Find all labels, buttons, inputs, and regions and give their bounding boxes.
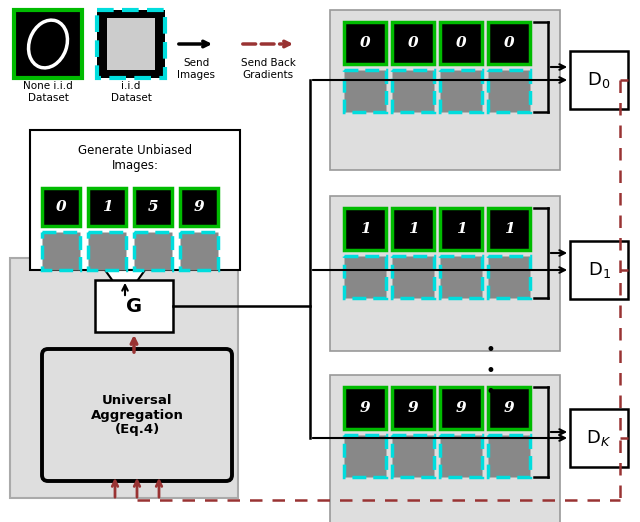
Bar [330, 196, 560, 351]
Bar [95, 280, 173, 332]
Bar [392, 70, 434, 112]
Text: 9: 9 [456, 401, 467, 415]
Bar [488, 208, 530, 250]
Text: Send
Images: Send Images [177, 58, 215, 79]
Bar [392, 22, 434, 64]
Bar [392, 435, 434, 477]
Bar [440, 70, 482, 112]
Bar [570, 241, 628, 299]
Bar [344, 70, 386, 112]
Bar [392, 387, 434, 429]
Text: 5: 5 [148, 200, 158, 214]
Bar [570, 409, 628, 467]
Bar [488, 256, 530, 298]
Polygon shape [105, 270, 145, 298]
Bar [107, 18, 155, 70]
Text: 0: 0 [56, 200, 67, 214]
Text: 9: 9 [194, 200, 204, 214]
Text: 9: 9 [504, 401, 515, 415]
Bar [330, 10, 560, 170]
Text: 9: 9 [360, 401, 371, 415]
Bar [392, 256, 434, 298]
Text: D$_1$: D$_1$ [588, 260, 611, 280]
Bar [488, 22, 530, 64]
Bar [392, 208, 434, 250]
Bar [134, 232, 172, 270]
Text: D$_0$: D$_0$ [588, 70, 611, 90]
Bar [180, 188, 218, 226]
Bar [440, 208, 482, 250]
Bar [440, 22, 482, 64]
Text: Send Back
Gradients: Send Back Gradients [241, 58, 296, 79]
Bar [488, 70, 530, 112]
Bar [488, 435, 530, 477]
Text: 1: 1 [102, 200, 112, 214]
Text: i.i.d
Dataset: i.i.d Dataset [111, 81, 152, 103]
Text: 1: 1 [360, 222, 371, 236]
Text: 9: 9 [408, 401, 419, 415]
Bar [344, 435, 386, 477]
Bar [440, 256, 482, 298]
Text: None i.i.d
Dataset: None i.i.d Dataset [23, 81, 73, 103]
Bar [344, 208, 386, 250]
Text: •
•
•: • • • [485, 341, 495, 401]
Bar [570, 51, 628, 109]
Text: 1: 1 [456, 222, 467, 236]
Bar [440, 435, 482, 477]
Bar [344, 256, 386, 298]
Bar [42, 188, 80, 226]
Bar [30, 130, 240, 270]
Text: 0: 0 [456, 36, 467, 50]
Bar [330, 375, 560, 522]
Text: D$_K$: D$_K$ [586, 428, 612, 448]
Bar [97, 10, 165, 78]
Text: 1: 1 [408, 222, 419, 236]
Text: G: G [126, 296, 142, 315]
Bar [134, 188, 172, 226]
Bar [180, 232, 218, 270]
Bar [488, 387, 530, 429]
Text: Universal
Aggregation
(Eq.4): Universal Aggregation (Eq.4) [91, 394, 184, 436]
Bar [88, 232, 126, 270]
Bar [344, 387, 386, 429]
Bar [88, 188, 126, 226]
Bar [14, 10, 82, 78]
Text: Generate Unbiased
Images:: Generate Unbiased Images: [78, 144, 192, 172]
Bar [42, 232, 80, 270]
FancyBboxPatch shape [42, 349, 232, 481]
Text: 0: 0 [360, 36, 371, 50]
Text: 0: 0 [408, 36, 419, 50]
Bar [344, 22, 386, 64]
Bar [440, 387, 482, 429]
Text: 1: 1 [504, 222, 515, 236]
Text: 0: 0 [504, 36, 515, 50]
Bar [10, 258, 238, 498]
